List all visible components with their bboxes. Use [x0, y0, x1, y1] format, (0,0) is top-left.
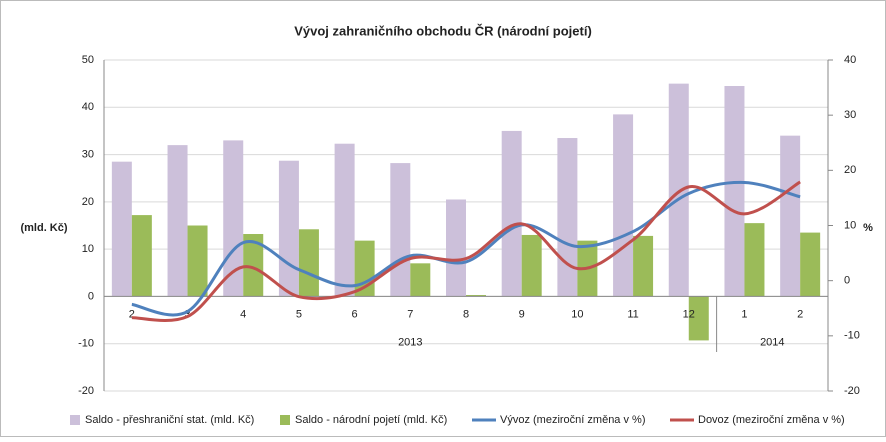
bar [410, 263, 431, 297]
bar [633, 235, 654, 297]
y-tick-label: -10 [78, 338, 94, 350]
x-tick-label: 1 [741, 308, 747, 320]
bar [243, 234, 264, 297]
y2-tick-label: -20 [844, 385, 860, 397]
y2-tick-label: 40 [844, 54, 856, 66]
bar [780, 135, 801, 297]
bar [390, 163, 411, 297]
y-tick-label: 10 [82, 243, 94, 255]
bar [800, 232, 821, 297]
y-axis-label: (mld. Kč) [20, 222, 67, 234]
group-label: 2013 [398, 336, 422, 348]
y2-tick-label: 30 [844, 109, 856, 121]
bar [167, 145, 188, 297]
bar [334, 143, 355, 297]
bar [521, 234, 542, 297]
line-series [131, 180, 801, 317]
x-tick-label: 4 [240, 308, 246, 320]
y-tick-label: 20 [82, 196, 94, 208]
bar [688, 296, 709, 341]
y2-tick-label: 20 [844, 164, 856, 176]
x-tick-label: 11 [627, 308, 638, 320]
x-tick-label: 12 [683, 308, 695, 320]
bar [501, 130, 522, 297]
bar [446, 199, 466, 297]
bar [111, 161, 132, 297]
bar [131, 215, 152, 297]
line-series [131, 180, 801, 323]
bar [668, 83, 689, 297]
x-tick-label: 3 [184, 308, 190, 320]
y2-axis-label: % [863, 222, 873, 234]
y-tick-label: 0 [88, 290, 94, 302]
legend-swatch [280, 415, 290, 425]
legend-label: Dovoz (meziroční změna v %) [698, 414, 845, 426]
bar [187, 225, 208, 297]
x-tick-label: 8 [463, 308, 469, 320]
x-tick-label: 10 [571, 308, 583, 320]
y-tick-label: 40 [82, 101, 94, 113]
bar [724, 86, 745, 297]
x-tick-label: 6 [352, 308, 358, 320]
bar [466, 295, 486, 297]
x-tick-label: 5 [296, 308, 302, 320]
bar [744, 223, 765, 297]
legend-label: Saldo - národní pojetí (mld. Kč) [295, 414, 447, 426]
y-tick-label: 30 [82, 148, 94, 160]
bar [278, 160, 299, 297]
y2-tick-label: 0 [844, 275, 850, 287]
y2-tick-label: -10 [844, 330, 860, 342]
x-tick-label: 9 [519, 308, 525, 320]
legend-swatch [70, 415, 80, 425]
bar [613, 114, 634, 297]
bar [298, 229, 319, 297]
chart-title: Vývoj zahraničního obchodu ČR (národní p… [294, 23, 592, 38]
legend-label: Saldo - přeshraniční stat. (mld. Kč) [85, 414, 254, 426]
x-tick-label: 7 [407, 308, 413, 320]
bar [557, 138, 578, 297]
y-tick-label: 50 [82, 54, 94, 66]
x-tick-label: 2 [129, 308, 135, 320]
x-tick-label: 2 [797, 308, 803, 320]
y2-tick-label: 10 [844, 219, 856, 231]
group-label: 2014 [760, 336, 784, 348]
legend-label: Vývoz (meziroční změna v %) [500, 414, 645, 426]
y-tick-label: -20 [78, 385, 94, 397]
